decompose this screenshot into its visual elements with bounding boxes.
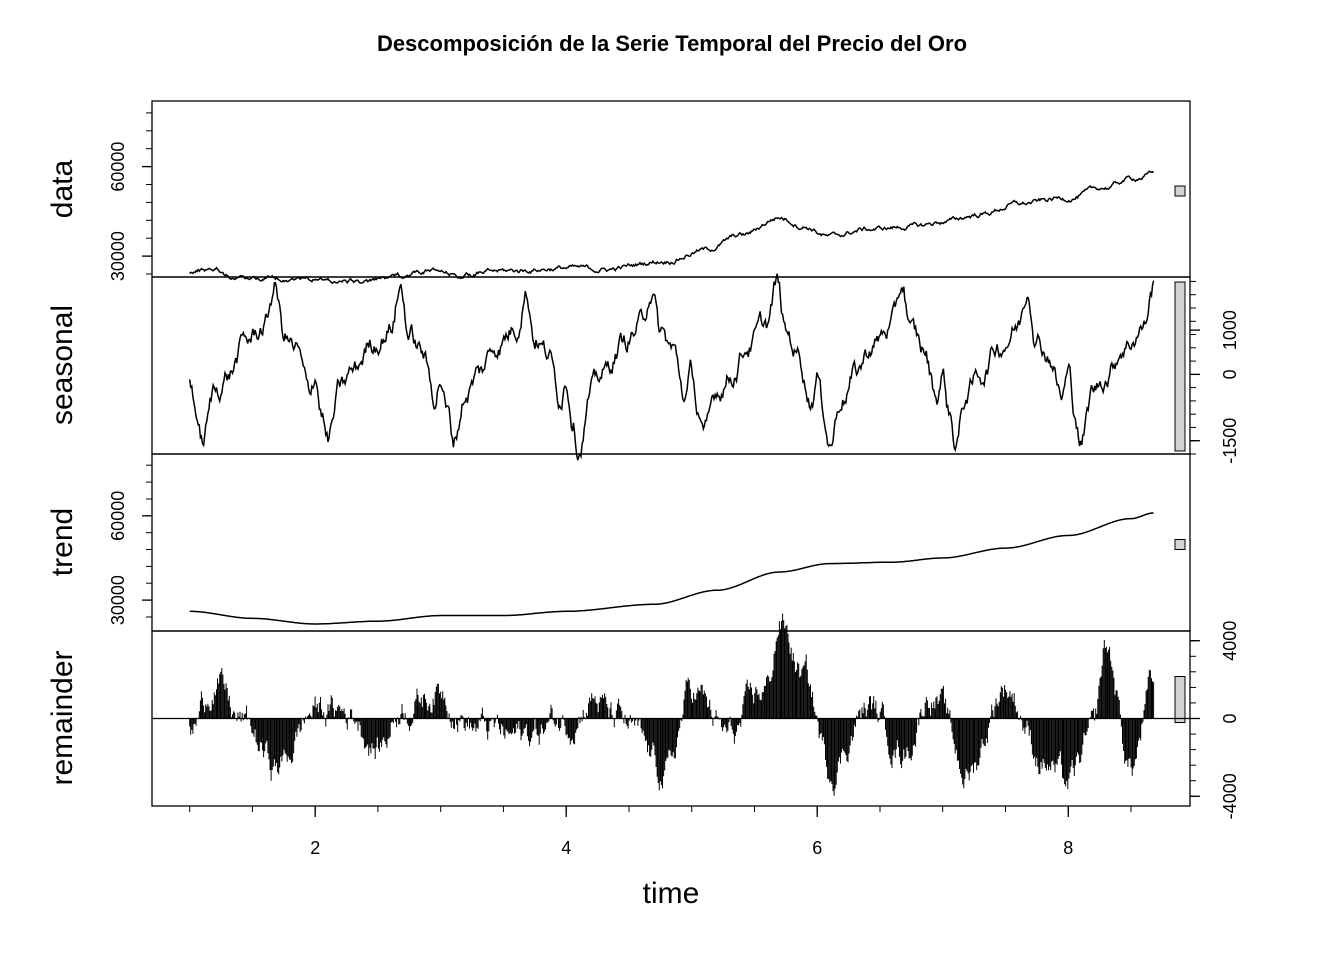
y-tick-label: -4000 (1220, 773, 1240, 819)
panel-data-label: data (46, 159, 79, 218)
panel-data-series (189, 170, 1155, 285)
panel-remainder-label: remainder (46, 650, 79, 785)
x-axis-label: time (643, 877, 700, 910)
panel-seasonal-frame (151, 276, 1191, 455)
panel-trend-series (189, 512, 1154, 625)
x-tick-label: 2 (310, 838, 320, 858)
x-tick-label: 8 (1063, 838, 1073, 858)
panel-remainder: remainder -4000 0 4000 (46, 613, 1240, 819)
panel-seasonal-series (188, 273, 1155, 461)
y-tick-label: 4000 (1220, 621, 1240, 661)
y-tick-label: 1000 (1220, 310, 1240, 350)
y-tick-label: 0 (1220, 369, 1240, 379)
y-tick-label: 30000 (108, 231, 128, 281)
panel-data-ticks: 30000 60000 (108, 112, 152, 281)
panel-seasonal-label: seasonal (46, 305, 79, 425)
panel-trend-ticks: 30000 60000 (108, 464, 152, 625)
panel-data: data 30000 60000 (46, 100, 1191, 285)
panel-remainder-range-bar (1174, 676, 1186, 723)
panel-seasonal: seasonal -1500 0 1000 (46, 273, 1240, 464)
y-tick-label: 60000 (108, 142, 128, 192)
panel-remainder-series (189, 613, 1155, 796)
x-tick-label: 4 (561, 838, 571, 858)
x-tick-label: 6 (812, 838, 822, 858)
panel-data-frame (151, 100, 1191, 278)
y-tick-label: 30000 (108, 575, 128, 625)
panel-seasonal-ticks: -1500 0 1000 (1190, 280, 1240, 464)
panel-seasonal-range-bar (1174, 281, 1186, 452)
y-tick-label: 0 (1220, 713, 1240, 723)
panel-remainder-ticks: -4000 0 4000 (1190, 621, 1240, 819)
panel-data-range-bar (1174, 185, 1186, 197)
panel-trend-label: trend (46, 508, 79, 576)
x-axis: 2 4 6 8 (189, 806, 1132, 858)
panel-trend: trend 30000 60000 (46, 453, 1191, 632)
panel-trend-range-bar (1174, 539, 1186, 550)
y-tick-label: -1500 (1220, 418, 1240, 464)
y-tick-label: 60000 (108, 491, 128, 541)
chart-title: Descomposición de la Serie Temporal del … (377, 31, 967, 56)
